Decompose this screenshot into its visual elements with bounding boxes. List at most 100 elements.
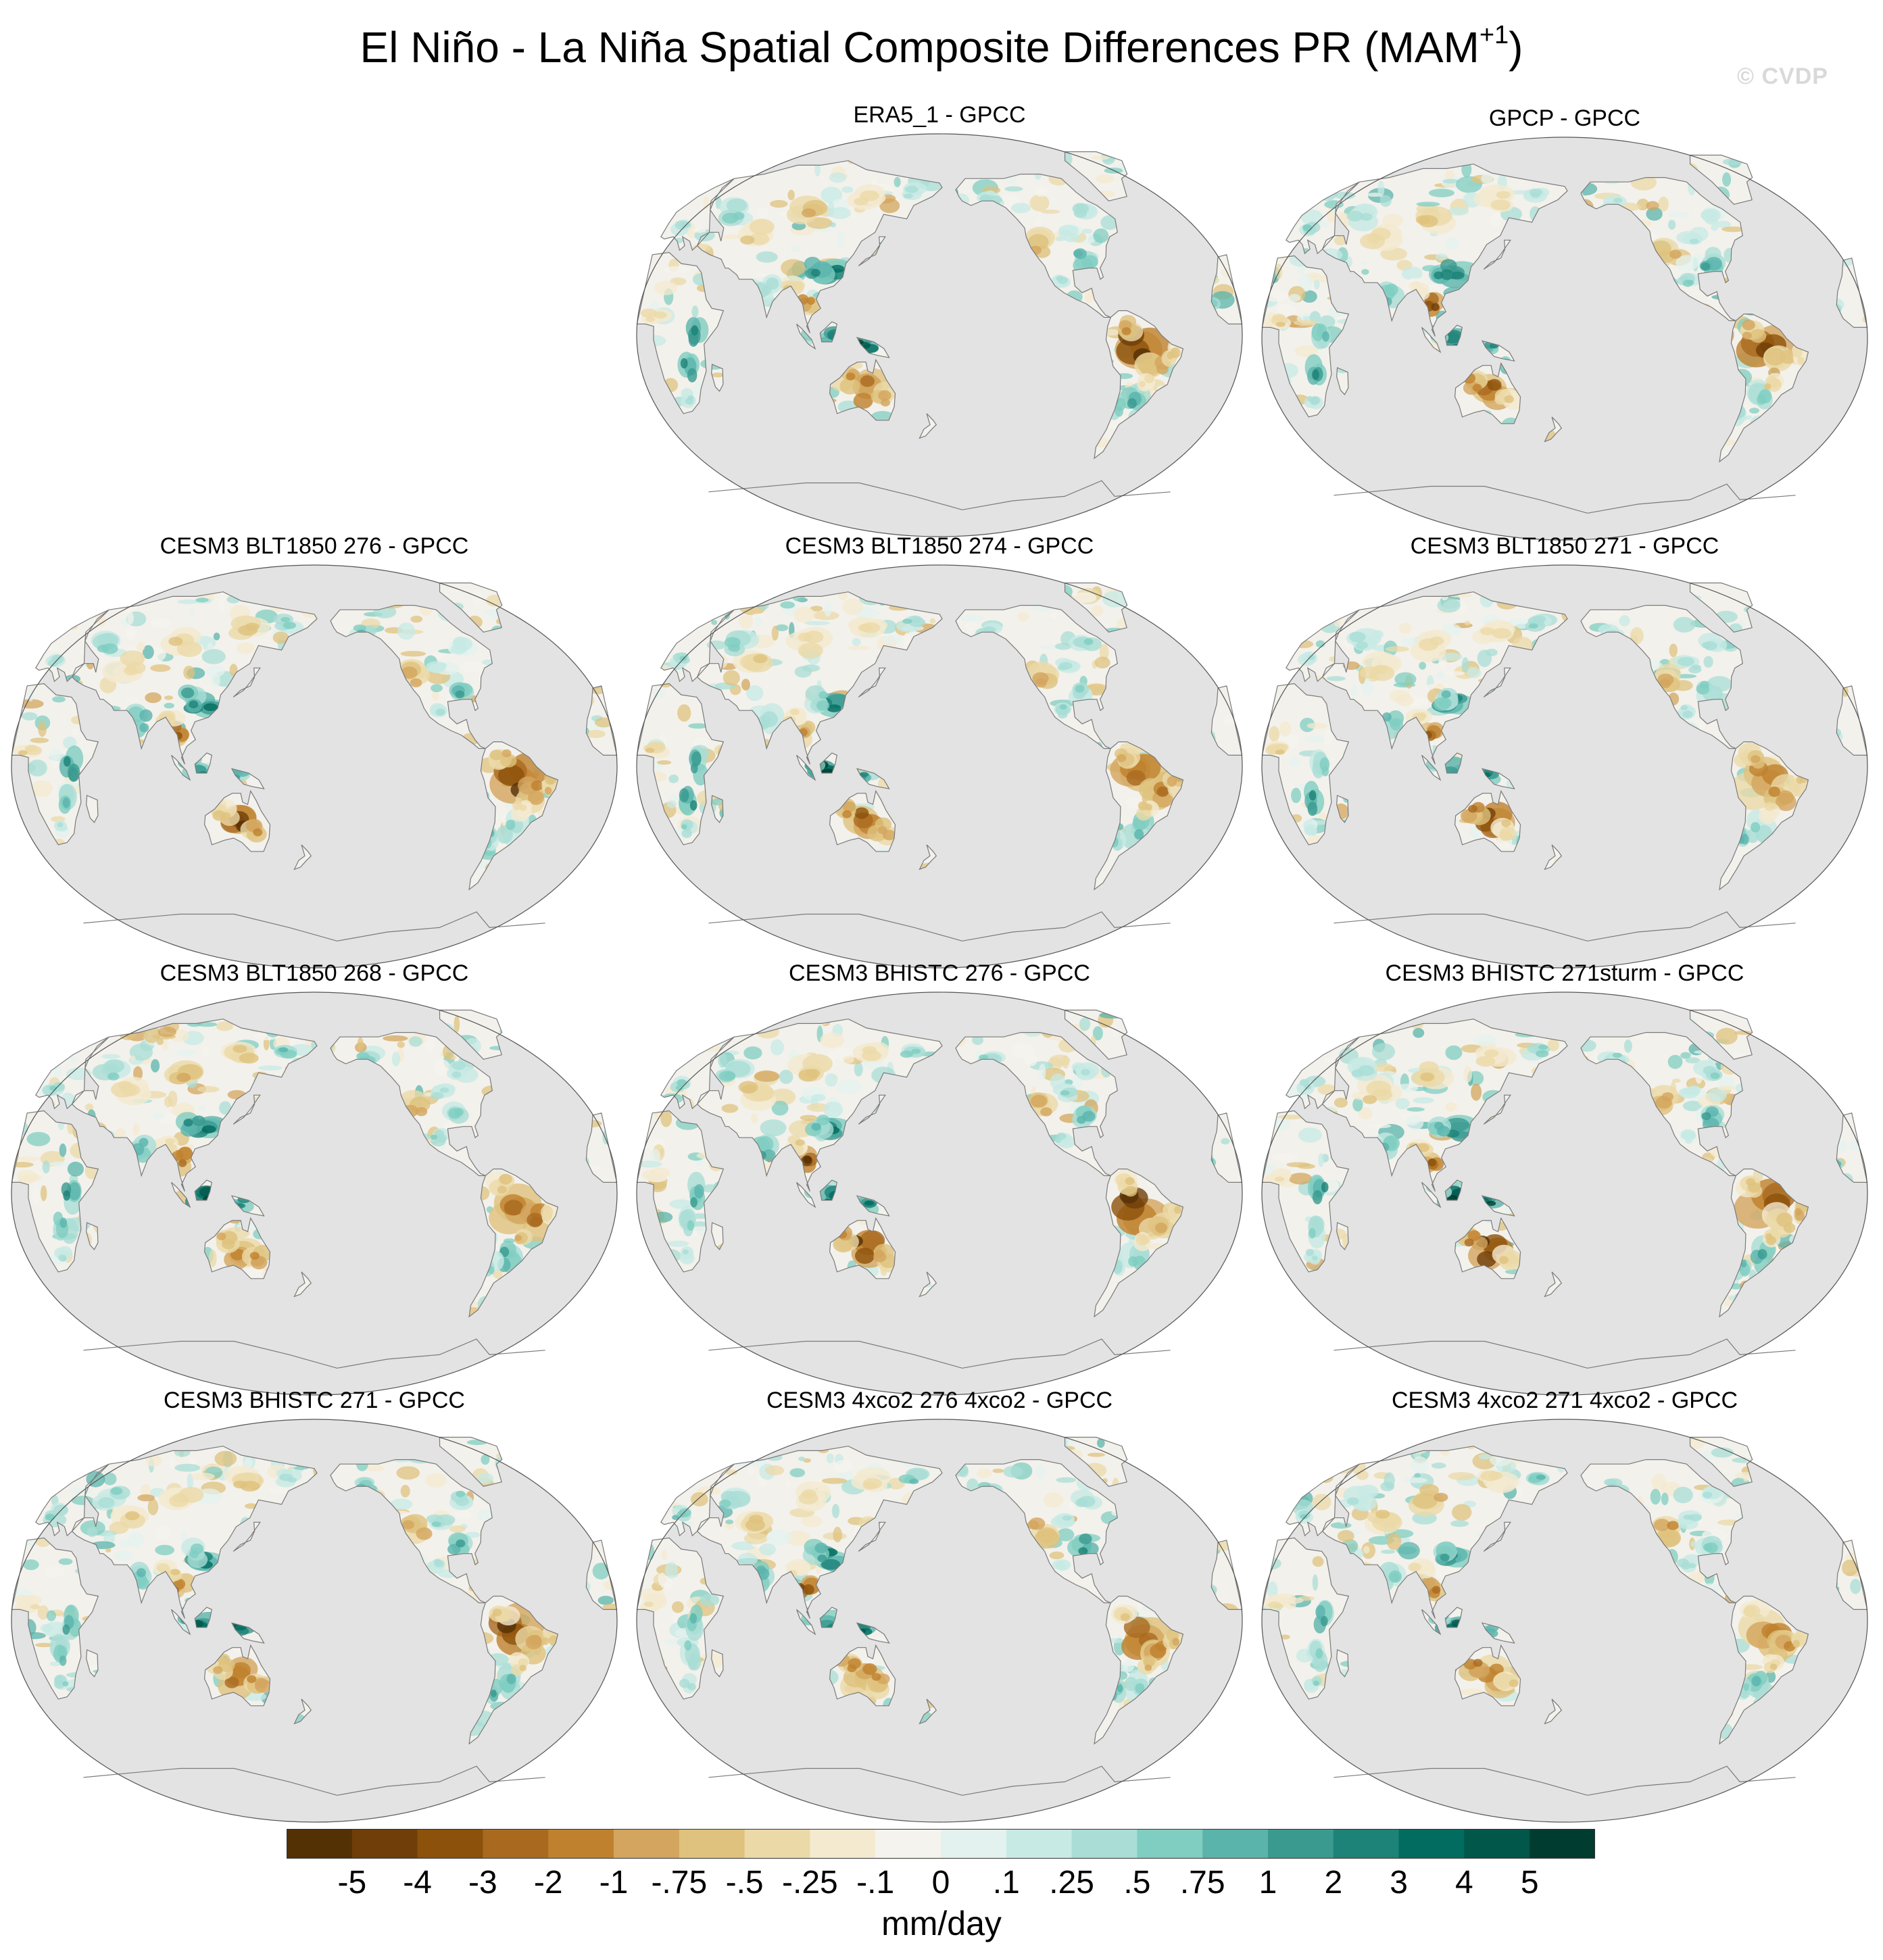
coastline: [86, 795, 99, 823]
coastline: [829, 1217, 896, 1279]
title-superscript: +1: [1479, 21, 1509, 49]
coastline: [1580, 1032, 1743, 1177]
coastline: [1483, 1094, 1511, 1125]
coastline: [1689, 154, 1753, 205]
coastline: [203, 1644, 271, 1707]
coastline: [1421, 1609, 1442, 1636]
coastline: [1064, 1436, 1128, 1487]
world-map: [1261, 1419, 1868, 1823]
colorbar-tick-label: -.25: [782, 1865, 838, 1901]
panel-title: CESM3 4xco2 271 4xco2 - GPCC: [1391, 1388, 1738, 1413]
coastline: [1261, 1537, 1350, 1700]
coastline: [1261, 255, 1350, 418]
cvdp-watermark: © CVDP: [1737, 64, 1828, 89]
colorbar-swatch: [941, 1829, 1007, 1859]
map-border: [636, 133, 1243, 537]
coastline: [1261, 683, 1350, 846]
coastline: [1544, 416, 1563, 443]
coastline: [585, 1112, 618, 1183]
panel-title: ERA5_1 - GPCC: [853, 102, 1026, 128]
coastline: [829, 358, 896, 421]
coastline: [83, 911, 545, 941]
coastline: [796, 323, 816, 350]
map-panel: CESM3 BLT1850 276 - GPCC: [3, 533, 625, 972]
colorbar-swatch: [1398, 1829, 1465, 1859]
coastline: [1285, 1036, 1360, 1110]
coastline: [1321, 1446, 1568, 1619]
coastline: [1454, 1644, 1521, 1707]
coastline: [1719, 741, 1809, 891]
colorbar-swatch: [1268, 1829, 1334, 1859]
colorbar-tick-label: .1: [992, 1865, 1020, 1901]
colorbar-tick-label: -.1: [856, 1865, 895, 1901]
coastline: [1064, 1009, 1128, 1060]
coastline: [1689, 1009, 1753, 1060]
coastline: [1321, 591, 1568, 764]
coastline: [636, 683, 725, 846]
coastline: [233, 1094, 261, 1125]
map-border: [636, 564, 1243, 969]
coastline: [171, 1181, 191, 1208]
coastline: [293, 1698, 312, 1725]
map-panel: CESM3 BHISTC 271sturm - GPCC: [1254, 960, 1876, 1399]
colorbar-tick-label: 2: [1324, 1865, 1343, 1901]
coastline: [1454, 362, 1521, 424]
coastline: [636, 251, 725, 414]
coastline: [233, 1521, 261, 1552]
colorbar-tick-label: -3: [468, 1865, 497, 1901]
coastline: [955, 1459, 1118, 1604]
coastline: [1481, 1195, 1515, 1217]
coastline: [819, 1607, 837, 1628]
colorbar-tick-label: -.5: [725, 1865, 764, 1901]
coastline: [1334, 911, 1796, 941]
coastline: [34, 1036, 109, 1110]
coastline: [1336, 795, 1349, 823]
map-panel: CESM3 BHISTC 271 - GPCC: [3, 1387, 625, 1826]
coastline: [660, 1463, 735, 1537]
world-map: [636, 991, 1243, 1396]
coastline: [636, 1110, 725, 1273]
map-border: [636, 1419, 1243, 1823]
coastline: [708, 1338, 1171, 1369]
coastline: [71, 591, 318, 764]
map-border: [11, 1419, 618, 1823]
coastline: [856, 768, 890, 789]
colorbar-swatch: [875, 1829, 942, 1859]
coastline: [1444, 1607, 1463, 1628]
panel-title: CESM3 BLT1850 274 - GPCC: [785, 533, 1094, 559]
coastline: [660, 609, 735, 683]
world-map: [1261, 137, 1868, 541]
coastline: [330, 605, 493, 750]
coastline: [194, 1607, 212, 1628]
coastline: [1719, 314, 1809, 463]
coastline: [1444, 752, 1463, 774]
colorbar-swatch: [417, 1829, 483, 1859]
coastline: [1321, 164, 1568, 337]
coastline: [1285, 181, 1360, 255]
coastline: [636, 1537, 725, 1700]
coastline: [194, 752, 212, 774]
colorbar-tick-label: -4: [403, 1865, 432, 1901]
coastline: [1719, 1169, 1809, 1318]
coastline: [1334, 483, 1796, 514]
coastline: [856, 337, 890, 358]
colorbar-tick-label: 0: [931, 1865, 950, 1901]
colorbar-swatch: [1530, 1829, 1595, 1859]
coastline: [1334, 1338, 1796, 1369]
coastline: [439, 582, 503, 633]
coastline: [1094, 741, 1184, 891]
map-border: [11, 564, 618, 969]
coastline: [708, 911, 1171, 941]
map-panel: ERA5_1 - GPCC: [629, 101, 1250, 541]
colorbar-swatch: [1464, 1829, 1530, 1859]
coastline: [708, 480, 1171, 510]
colorbar-tick-label: .75: [1179, 1865, 1225, 1901]
coastline: [858, 236, 886, 266]
coastline: [230, 768, 265, 789]
coastline: [829, 789, 896, 852]
title-close: ): [1509, 23, 1523, 72]
coastline: [1483, 667, 1511, 697]
coastline: [439, 1436, 503, 1487]
coastline: [1689, 582, 1753, 633]
panel-title: CESM3 BLT1850 268 - GPCC: [160, 960, 469, 986]
